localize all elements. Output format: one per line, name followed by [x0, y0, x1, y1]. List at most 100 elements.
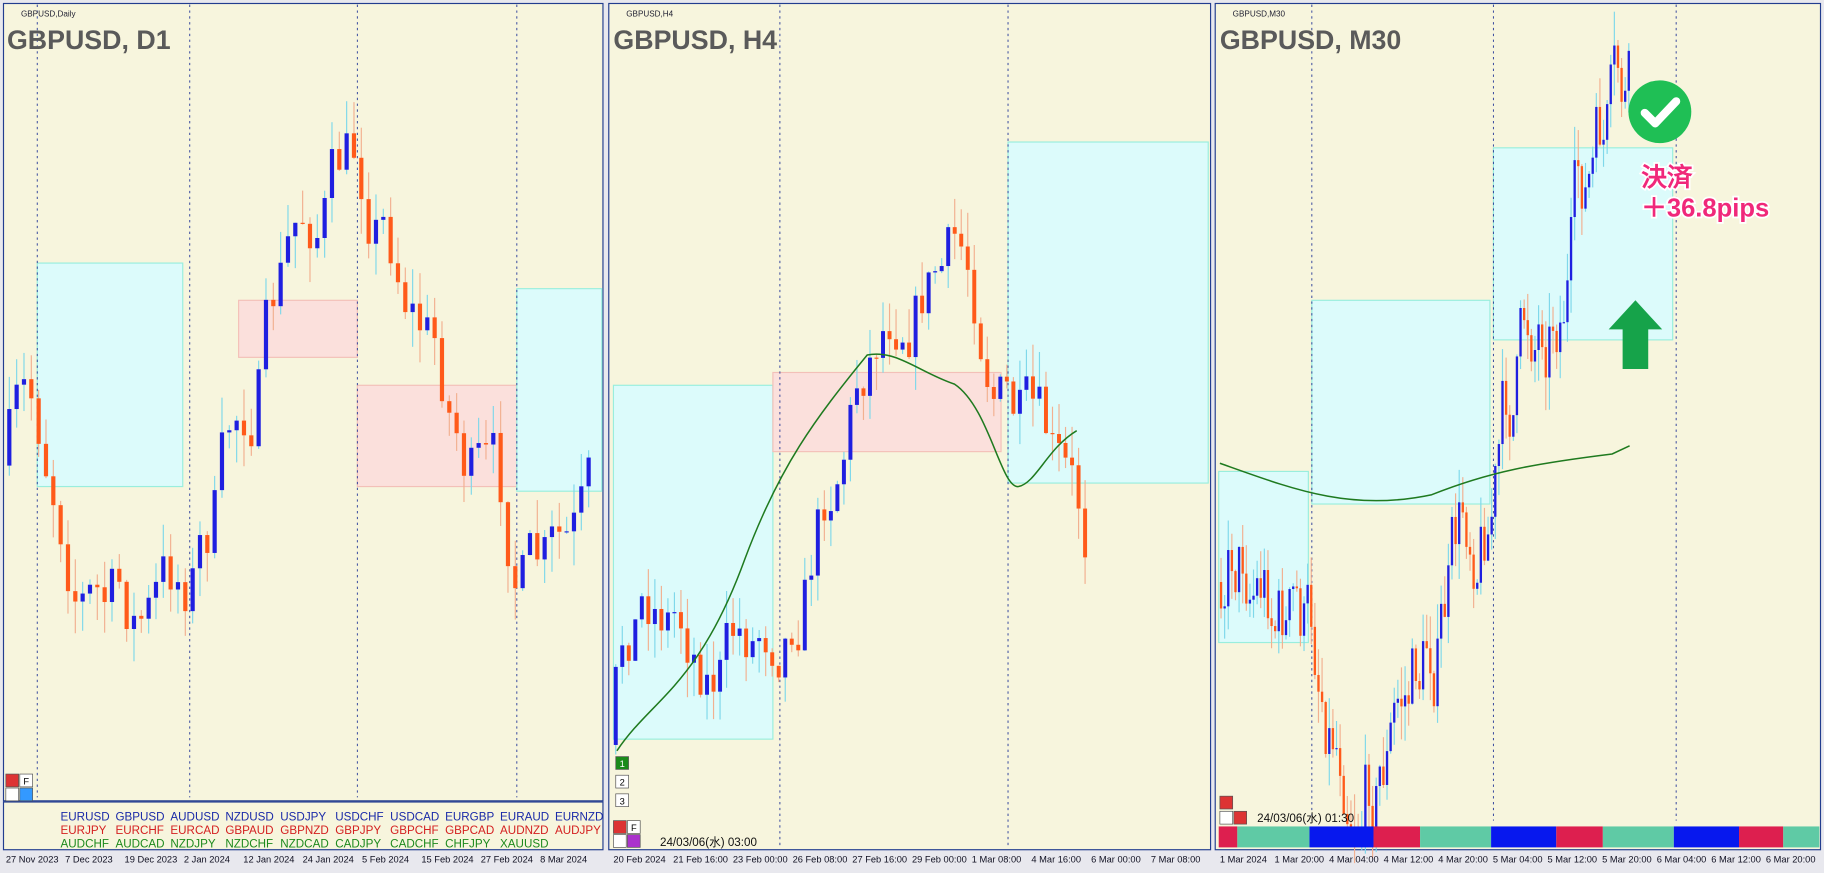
- candle: [1270, 618, 1273, 627]
- candle: [439, 338, 445, 402]
- session-segment: [1783, 826, 1820, 848]
- button[interactable]: [627, 820, 641, 834]
- candle: [1299, 588, 1302, 636]
- symbol-link[interactable]: AUDCHF: [61, 837, 109, 850]
- symbol-link[interactable]: AUDCAD: [115, 837, 164, 850]
- button[interactable]: [613, 834, 627, 848]
- symbol-link[interactable]: NZDUSD: [225, 811, 273, 824]
- candle: [1245, 573, 1248, 604]
- symbol-link[interactable]: CADCHF: [390, 837, 438, 850]
- button-label[interactable]: 3: [620, 796, 625, 806]
- button[interactable]: [1233, 810, 1247, 825]
- date-label: 6 Mar 20:00: [1766, 855, 1816, 865]
- candles: [7, 11, 1630, 864]
- candle: [1393, 702, 1396, 723]
- session-segment: [1673, 826, 1740, 848]
- symbol-link[interactable]: USDJPY: [280, 811, 326, 824]
- candle: [403, 282, 408, 313]
- candle: [234, 420, 239, 431]
- button[interactable]: [1219, 795, 1234, 810]
- button-label[interactable]: F: [23, 777, 29, 787]
- symbol-link[interactable]: USDCAD: [390, 811, 439, 824]
- date-label: 5 Mar 20:00: [1602, 855, 1652, 865]
- symbol-link[interactable]: USDCHF: [335, 811, 383, 824]
- button[interactable]: [627, 834, 641, 848]
- check-icon: [1628, 80, 1692, 144]
- candle: [978, 323, 983, 360]
- symbol-link[interactable]: AUDJPY: [555, 824, 601, 837]
- button[interactable]: [615, 793, 629, 808]
- symbol-link[interactable]: GBPJPY: [335, 824, 381, 837]
- candle: [1057, 434, 1061, 443]
- candle: [1609, 64, 1612, 105]
- zone: [1007, 141, 1209, 484]
- symbol-link[interactable]: EURJPY: [61, 824, 107, 837]
- candle: [329, 149, 335, 198]
- button[interactable]: [19, 773, 33, 788]
- symbol-link[interactable]: EURUSD: [61, 811, 110, 824]
- symbol-link[interactable]: AUDUSD: [170, 811, 219, 824]
- button[interactable]: [613, 820, 627, 834]
- candle: [705, 674, 709, 695]
- candle: [7, 409, 12, 466]
- check-mark: [1640, 97, 1681, 128]
- candle: [1504, 380, 1508, 415]
- candle: [36, 398, 41, 444]
- symbol-link[interactable]: EURAUD: [500, 811, 549, 824]
- symbol-link[interactable]: NZDCAD: [280, 837, 328, 850]
- candle: [1306, 584, 1309, 604]
- candle: [432, 317, 437, 339]
- chart-title: GBPUSD, D1: [7, 25, 171, 55]
- symbol-link[interactable]: NZDJPY: [170, 837, 215, 850]
- button-label[interactable]: 1: [620, 759, 625, 769]
- candle: [1338, 748, 1342, 776]
- annotation: 決済: [1641, 162, 1693, 192]
- session-segment: [1309, 826, 1374, 848]
- candle: [58, 505, 63, 545]
- candle: [168, 556, 173, 590]
- candle: [1284, 620, 1288, 636]
- up-arrow: [1608, 300, 1663, 369]
- symbol-link[interactable]: GBPCAD: [445, 824, 494, 837]
- symbol-link[interactable]: GBPAUD: [225, 824, 273, 837]
- symbol-link[interactable]: EURCAD: [170, 824, 219, 837]
- button-label[interactable]: F: [631, 823, 637, 833]
- symbol-link[interactable]: GBPCHF: [390, 824, 438, 837]
- symbol-link[interactable]: NZDCHF: [225, 837, 273, 850]
- chart-title: GBPUSD, H4: [613, 25, 777, 55]
- candle: [263, 299, 269, 370]
- candle: [1483, 526, 1486, 561]
- symbol-link[interactable]: CHFJPY: [445, 837, 490, 850]
- candle: [1389, 722, 1392, 752]
- date-label: 29 Feb 00:00: [912, 855, 967, 865]
- candle: [802, 579, 807, 651]
- button[interactable]: [615, 756, 629, 770]
- candle: [1328, 728, 1331, 754]
- symbol-link[interactable]: CADJPY: [335, 837, 381, 850]
- symbol-link[interactable]: AUDNZD: [500, 824, 548, 837]
- candle: [861, 388, 866, 396]
- candle: [835, 484, 840, 512]
- date-label: 5 Feb 2024: [362, 855, 409, 865]
- session-segment: [1237, 826, 1310, 848]
- button-label[interactable]: 2: [620, 778, 625, 788]
- candle: [190, 568, 195, 612]
- candle: [1544, 347, 1547, 378]
- symbol-link[interactable]: EURNZD: [555, 811, 603, 824]
- button[interactable]: [5, 787, 19, 802]
- candle: [1512, 415, 1515, 437]
- symbol-link[interactable]: XAUUSD: [500, 837, 548, 850]
- button[interactable]: [5, 773, 19, 788]
- candle: [678, 612, 683, 629]
- candle: [1587, 173, 1591, 188]
- symbol-link[interactable]: EURGBP: [445, 811, 494, 824]
- zone: [1311, 299, 1491, 505]
- button[interactable]: [19, 787, 33, 802]
- button[interactable]: [615, 774, 629, 789]
- button[interactable]: [1219, 810, 1234, 825]
- candle: [1259, 578, 1262, 598]
- symbol-link[interactable]: GBPNZD: [280, 824, 328, 837]
- candle: [665, 612, 670, 631]
- symbol-link[interactable]: EURCHF: [115, 824, 163, 837]
- symbol-link[interactable]: GBPUSD: [115, 811, 164, 824]
